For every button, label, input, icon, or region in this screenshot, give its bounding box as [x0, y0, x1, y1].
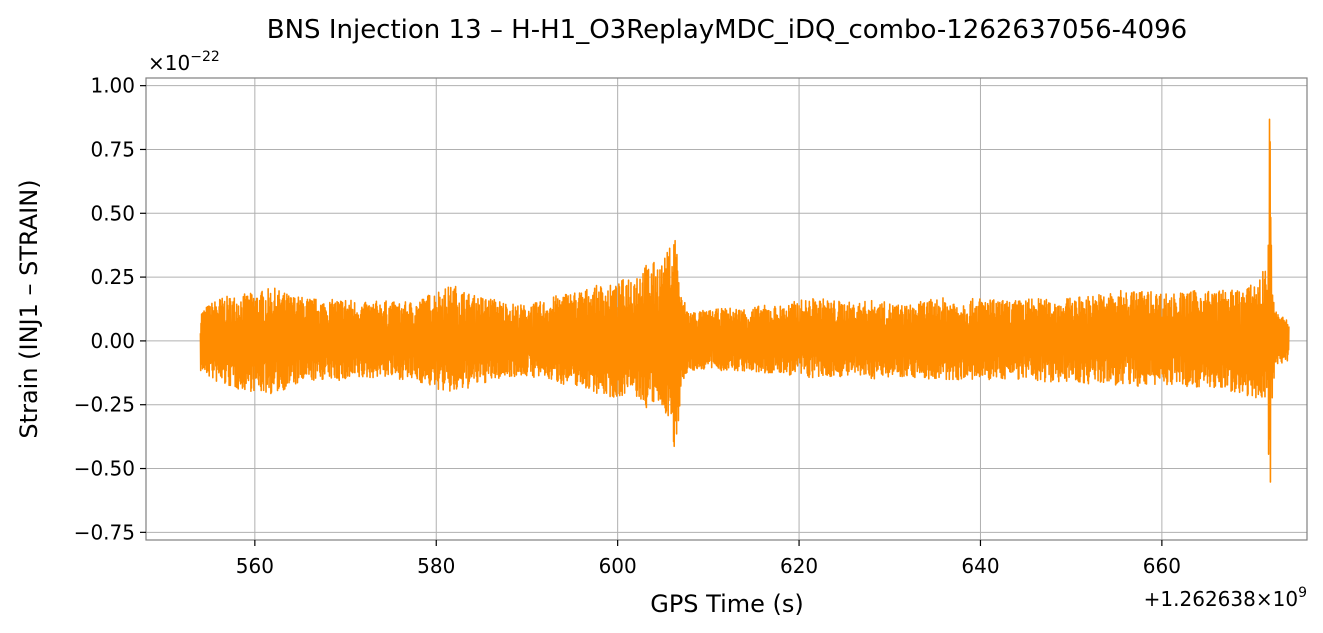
x-tick-label: 620: [780, 554, 818, 578]
x-offset-base: +1.262638×10: [1144, 587, 1298, 611]
x-offset-exponent: 9: [1298, 585, 1307, 601]
series-line: [199, 118, 1290, 483]
y-tick-label: 0.25: [90, 265, 135, 289]
y-axis-label: Strain (INJ1 – STRAIN): [15, 179, 43, 438]
y-scale-exponent: −22: [190, 49, 220, 65]
x-tick-label: 560: [236, 554, 274, 578]
x-axis-label: GPS Time (s): [650, 590, 804, 618]
x-tick-label: 580: [417, 554, 455, 578]
chart-title: BNS Injection 13 – H-H1_O3ReplayMDC_iDQ_…: [267, 15, 1187, 45]
y-tick-label: 0.00: [90, 329, 135, 353]
y-tick-label: 1.00: [90, 74, 135, 98]
series-strain: [199, 118, 1290, 483]
y-tick-label: 0.75: [90, 137, 135, 161]
x-tick-label: 660: [1143, 554, 1181, 578]
y-tick-label: 0.50: [90, 201, 135, 225]
y-tick-label: −0.25: [74, 393, 135, 417]
x-tick-label: 600: [599, 554, 637, 578]
y-scale-factor: ×10−22: [148, 49, 220, 75]
y-scale-base: ×10: [148, 51, 190, 75]
plot-frame: [145, 77, 1308, 541]
axis-ticks: 560 580 600 620 640 660 −0.75 −0.50 −0.25 0.00 0.2…: [74, 74, 1181, 578]
x-tick-label: 640: [961, 554, 999, 578]
y-tick-label: −0.50: [74, 457, 135, 481]
y-tick-label: −0.75: [74, 520, 135, 544]
x-offset-label: +1.262638×109: [1144, 585, 1307, 611]
